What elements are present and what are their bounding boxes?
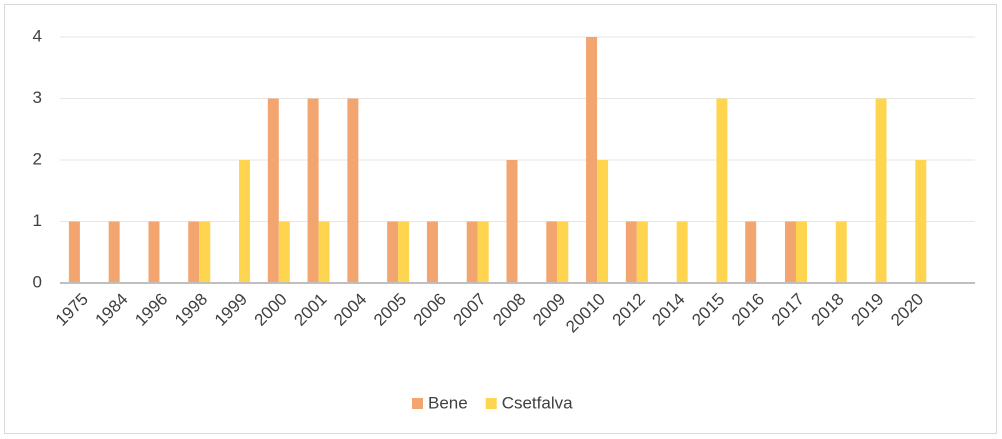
bar [199, 221, 211, 283]
legend-label: Csetfalva [502, 393, 573, 412]
bar [625, 221, 637, 283]
bar [398, 221, 410, 283]
bar [267, 98, 279, 283]
bar [795, 221, 807, 283]
bar [108, 221, 120, 283]
bar [716, 98, 728, 283]
bar [307, 98, 319, 283]
bar [477, 221, 489, 283]
bar [557, 221, 569, 283]
y-tick-label: 3 [33, 88, 42, 107]
y-tick-label: 2 [33, 149, 42, 168]
bar [506, 160, 518, 283]
bar [676, 221, 688, 283]
bar [387, 221, 399, 283]
legend-swatch [485, 398, 497, 409]
bar [318, 221, 330, 283]
bar [597, 160, 609, 283]
bar [784, 221, 796, 283]
bar [915, 160, 927, 283]
bar [586, 37, 598, 283]
bar [188, 221, 200, 283]
bar [239, 160, 251, 283]
legend-label: Bene [428, 393, 468, 412]
y-tick-label: 0 [33, 272, 42, 291]
bar [875, 98, 887, 283]
chart-border [4, 4, 997, 434]
bar [278, 221, 290, 283]
bar [835, 221, 847, 283]
y-tick-label: 4 [33, 26, 42, 45]
bar [466, 221, 478, 283]
bar [68, 221, 80, 283]
bar [347, 98, 359, 283]
bar [148, 221, 160, 283]
legend-swatch [412, 398, 423, 409]
bar [636, 221, 648, 283]
y-tick-label: 1 [33, 211, 42, 230]
bar [546, 221, 558, 283]
bar [426, 221, 438, 283]
bar [745, 221, 757, 283]
